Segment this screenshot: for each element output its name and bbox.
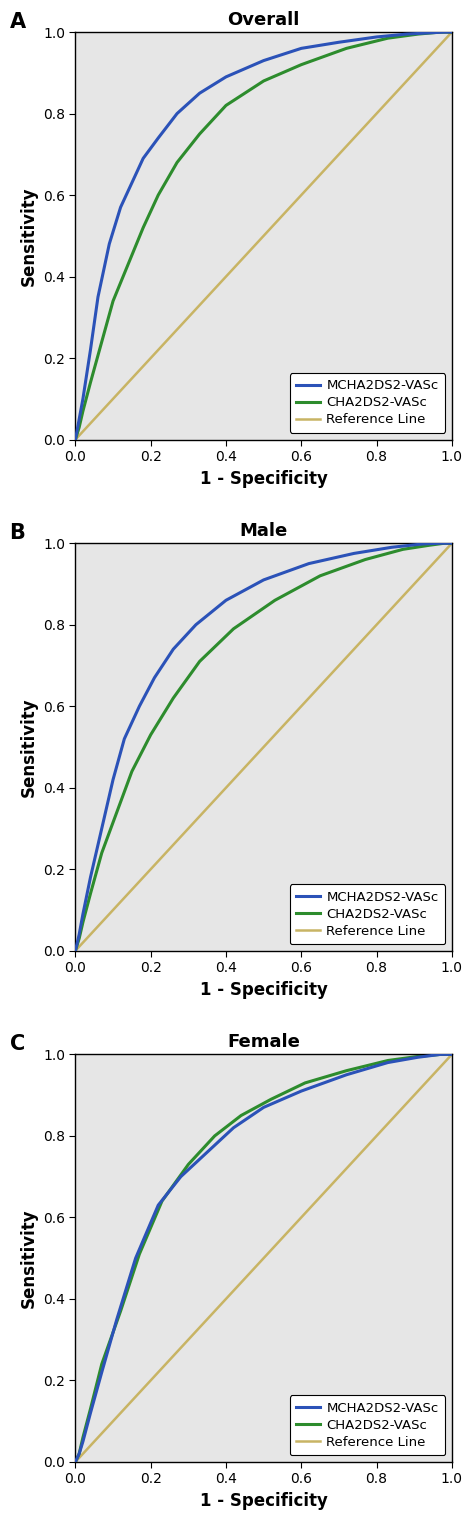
Legend: MCHA2DS2-VASc, CHA2DS2-VASc, Reference Line: MCHA2DS2-VASc, CHA2DS2-VASc, Reference L…: [290, 373, 445, 433]
X-axis label: 1 - Specificity: 1 - Specificity: [200, 470, 328, 488]
Legend: MCHA2DS2-VASc, CHA2DS2-VASc, Reference Line: MCHA2DS2-VASc, CHA2DS2-VASc, Reference L…: [290, 1395, 445, 1456]
Text: B: B: [9, 523, 26, 543]
X-axis label: 1 - Specificity: 1 - Specificity: [200, 1492, 328, 1510]
Y-axis label: Sensitivity: Sensitivity: [19, 1208, 37, 1308]
Text: A: A: [9, 12, 26, 32]
Y-axis label: Sensitivity: Sensitivity: [19, 697, 37, 797]
Title: Female: Female: [227, 1033, 300, 1051]
Y-axis label: Sensitivity: Sensitivity: [19, 186, 37, 286]
X-axis label: 1 - Specificity: 1 - Specificity: [200, 981, 328, 999]
Legend: MCHA2DS2-VASc, CHA2DS2-VASc, Reference Line: MCHA2DS2-VASc, CHA2DS2-VASc, Reference L…: [290, 884, 445, 945]
Title: Overall: Overall: [228, 11, 300, 29]
Title: Male: Male: [239, 522, 288, 540]
Text: C: C: [9, 1034, 25, 1054]
